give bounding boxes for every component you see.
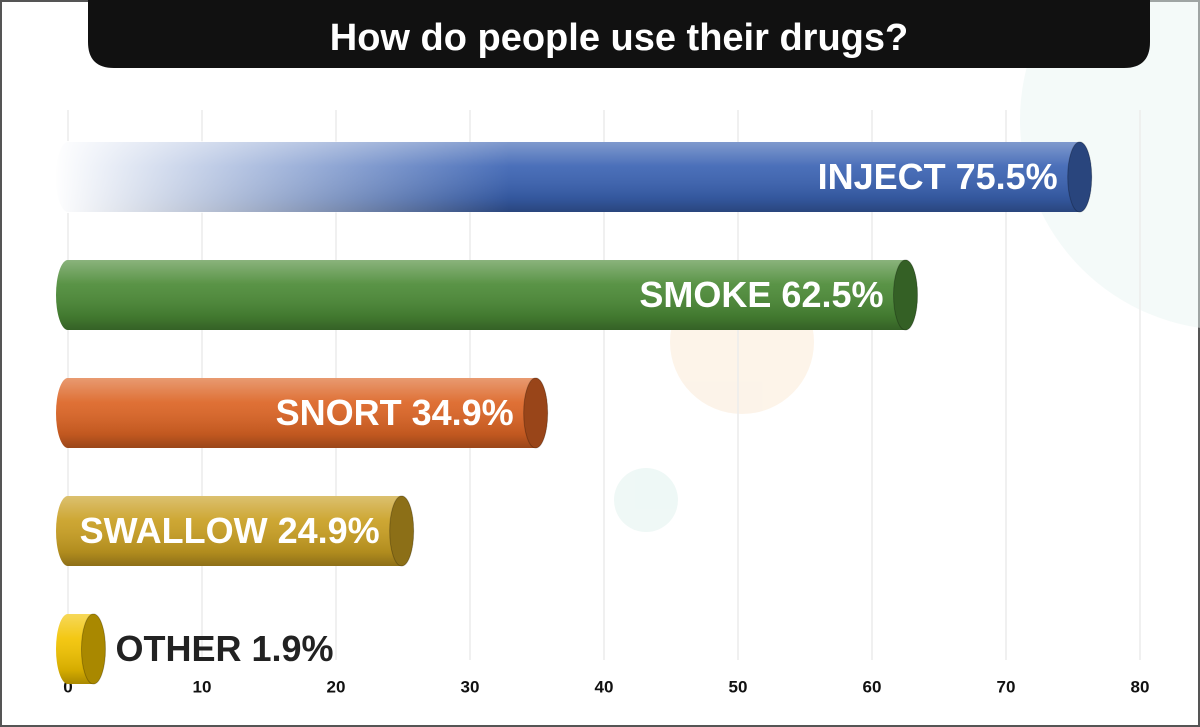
bar-cap-shade [390,496,414,566]
x-tick-label: 10 [193,677,212,696]
bar-cap-shade [81,614,105,684]
x-tick-label: 60 [863,677,882,696]
chart-title: How do people use their drugs? [330,17,908,59]
bar-shade [56,260,906,330]
x-tick-label: 50 [729,677,748,696]
value-label: 1.9% [251,628,333,669]
category-label: SMOKE [639,274,771,315]
value-label: 62.5% [781,274,883,315]
bar-cap-shade [524,378,548,448]
x-tick-label: 70 [997,677,1016,696]
x-tick-label: 40 [595,677,614,696]
category-label: OTHER [115,628,241,669]
category-label: SWALLOW [80,510,268,551]
x-tick-label: 20 [327,677,346,696]
x-tick-label: 30 [461,677,480,696]
bar-cap-shade [1068,142,1092,212]
frame [1,1,1199,726]
x-tick-label: 80 [1131,677,1150,696]
value-label: 34.9% [412,392,514,433]
category-label: INJECT [818,156,946,197]
category-label: SNORT [276,392,402,433]
bar-cap-shade [894,260,918,330]
value-label: 75.5% [956,156,1058,197]
chart: 01020304050607080 INJECT75.5%SMOKE62.5%S… [0,0,1200,727]
value-label: 24.9% [278,510,380,551]
